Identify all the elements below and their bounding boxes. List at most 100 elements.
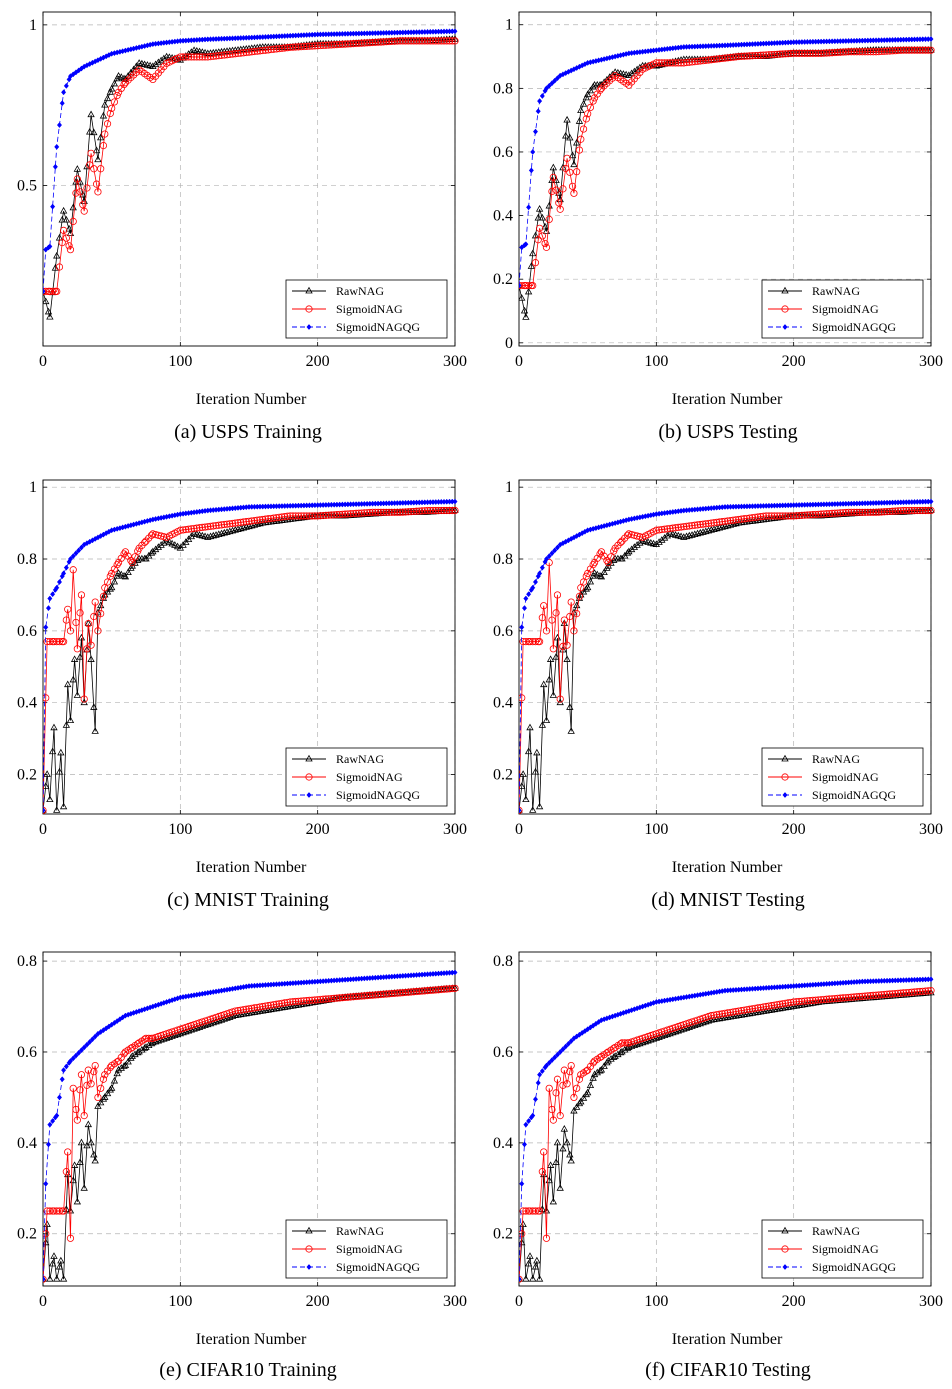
- data-point-sigmoidnag: [567, 1062, 575, 1070]
- data-point-sigmoidnag: [401, 37, 410, 45]
- data-point-sigmoidnag: [124, 76, 132, 84]
- data-point-sigmoidnag: [179, 526, 187, 534]
- data-point-sigmoidnag: [806, 997, 814, 1005]
- data-point-sigmoidnag: [787, 49, 795, 58]
- data-point-sigmoidnag: [289, 43, 297, 51]
- data-point-sigmoidnag: [538, 1168, 546, 1176]
- data-point-rawnag: [53, 806, 61, 813]
- data-point-rawnag: [583, 583, 592, 591]
- data-point-sigmoidnag: [718, 1010, 726, 1018]
- data-point-sigmoidnag: [875, 991, 883, 999]
- data-point-sigmoidnag: [176, 53, 184, 61]
- data-point-sigmoidnag: [300, 512, 308, 520]
- data-point-rawnag: [176, 55, 185, 63]
- data-point-sigmoidnag: [113, 91, 121, 100]
- data-point-sigmoidnag: [773, 50, 781, 58]
- data-point-sigmoidnag: [62, 234, 70, 242]
- data-point-sigmoidnagqg: [549, 1057, 555, 1064]
- data-point-sigmoidnagqg: [535, 1079, 541, 1086]
- data-point-sigmoidnagqg: [549, 80, 555, 87]
- data-point-sigmoidnag: [270, 1001, 278, 1009]
- data-point-sigmoidnag: [540, 602, 548, 610]
- series-sigmoidnagqg: [519, 36, 934, 289]
- x-axis-label: Iteration Number: [196, 1331, 307, 1348]
- data-point-sigmoidnag: [278, 999, 286, 1007]
- data-point-sigmoidnag: [548, 187, 556, 196]
- data-point-sigmoidnag: [748, 52, 757, 60]
- data-point-sigmoidnag: [451, 37, 459, 45]
- y-tick-label: 0.8: [17, 551, 37, 568]
- data-point-sigmoidnag: [193, 524, 201, 532]
- legend-marker-sigmoidnag: [781, 305, 789, 313]
- data-point-sigmoidnag: [776, 1000, 784, 1008]
- data-point-sigmoidnag: [559, 185, 567, 193]
- data-point-rawnag: [519, 1238, 526, 1246]
- data-point-rawnag: [625, 547, 633, 555]
- data-point-rawnag: [555, 189, 563, 196]
- data-point-sigmoidnag: [737, 1007, 746, 1015]
- data-point-sigmoidnag: [715, 518, 724, 526]
- x-tick-label: 100: [644, 1293, 668, 1310]
- data-point-rawnag: [311, 998, 319, 1005]
- x-tick-label: 300: [919, 353, 943, 370]
- data-point-sigmoidnag: [407, 508, 415, 516]
- data-point-sigmoidnag: [795, 997, 803, 1006]
- data-point-sigmoidnag: [267, 45, 275, 54]
- data-point-sigmoidnag: [43, 694, 50, 702]
- data-point-sigmoidnag: [368, 38, 377, 47]
- data-point-sigmoidnag: [393, 989, 401, 997]
- data-point-rawnag: [44, 307, 53, 315]
- data-point-rawnag: [248, 521, 256, 529]
- data-point-sigmoidnag: [270, 514, 278, 522]
- data-point-sigmoidnag: [283, 998, 292, 1007]
- data-point-rawnag: [611, 1052, 619, 1059]
- data-point-rawnag: [103, 1089, 112, 1097]
- data-point-sigmoidnag: [69, 566, 77, 574]
- data-point-sigmoidnag: [101, 1071, 109, 1079]
- data-point-rawnag: [540, 680, 548, 688]
- data-point-rawnag: [220, 528, 228, 536]
- data-point-sigmoidnag: [604, 559, 612, 567]
- data-point-sigmoidnag: [814, 510, 822, 518]
- data-point-sigmoidnag: [256, 47, 264, 55]
- data-point-sigmoidnag: [713, 518, 721, 526]
- data-point-sigmoidnag: [519, 281, 526, 290]
- data-point-rawnag: [625, 71, 633, 79]
- data-point-rawnag: [623, 549, 632, 556]
- data-point-rawnag: [552, 176, 560, 183]
- data-point-sigmoidnag: [272, 1000, 281, 1008]
- data-point-sigmoidnag: [894, 989, 902, 997]
- data-point-sigmoidnag: [538, 232, 546, 240]
- data-point-sigmoidnag: [131, 553, 139, 561]
- data-point-sigmoidnag: [72, 618, 80, 627]
- data-point-sigmoidnag: [776, 512, 784, 520]
- data-point-sigmoidnagqg: [73, 1052, 79, 1059]
- data-point-sigmoidnag: [157, 532, 165, 540]
- data-point-sigmoidnag: [541, 239, 549, 248]
- data-point-sigmoidnag: [663, 525, 671, 533]
- data-point-sigmoidnag: [66, 246, 75, 254]
- data-point-sigmoidnag: [352, 509, 360, 518]
- y-tick-label: 0.2: [493, 766, 513, 783]
- data-point-sigmoidnag: [250, 516, 259, 525]
- data-point-rawnag: [62, 721, 71, 728]
- data-point-sigmoidnag: [732, 516, 740, 524]
- data-point-sigmoidnag: [421, 37, 429, 45]
- data-point-sigmoidnag: [916, 987, 924, 996]
- legend-label-sigmoidnag: SigmoidNAG: [812, 1242, 879, 1256]
- data-point-sigmoidnag: [432, 506, 440, 515]
- series-line-sigmoidnagqg: [519, 38, 932, 286]
- data-point-sigmoidnag: [768, 51, 776, 59]
- x-axis-label: Iteration Number: [196, 391, 307, 408]
- data-point-rawnag: [556, 1184, 564, 1191]
- legend-marker-sigmoidnagqg: [306, 324, 312, 330]
- data-point-rawnag: [688, 531, 696, 538]
- data-point-sigmoidnagqg: [539, 1068, 545, 1075]
- data-point-sigmoidnag: [842, 994, 850, 1002]
- data-point-sigmoidnag: [226, 50, 234, 58]
- data-point-sigmoidnag: [924, 46, 932, 54]
- data-point-sigmoidnag: [740, 515, 748, 523]
- data-point-sigmoidnag: [855, 508, 864, 516]
- legend-marker-sigmoidnag: [781, 773, 789, 781]
- data-point-sigmoidnagqg: [543, 556, 549, 562]
